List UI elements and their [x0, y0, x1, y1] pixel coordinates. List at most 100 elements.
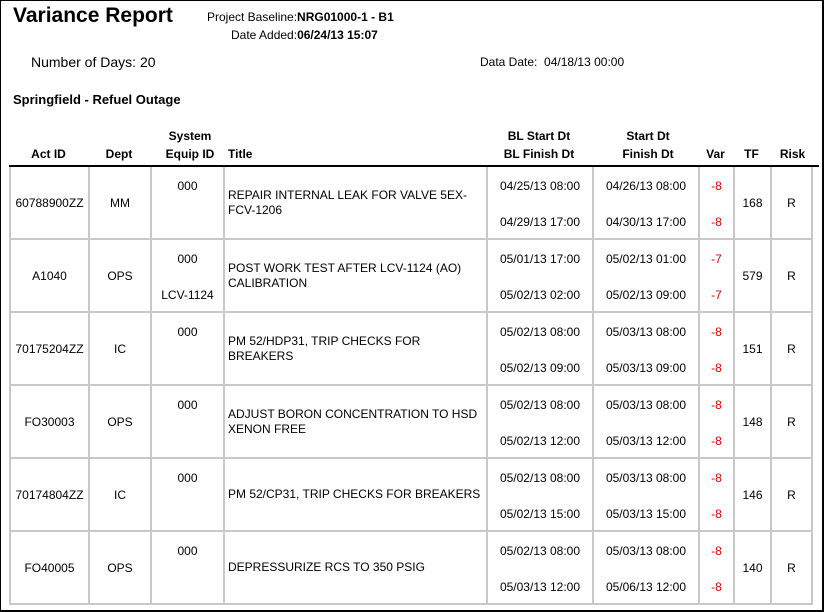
col-system-line1: System — [168, 129, 212, 143]
total-float: 579 — [733, 240, 770, 311]
bl-dates: 05/02/13 08:00 05/02/13 15:00 — [486, 459, 592, 530]
variance: -8 -8 — [698, 532, 733, 603]
start: 05/02/13 01:00 — [605, 252, 687, 266]
table-row: FO40005 OPS 000 DEPRESSURIZE RCS TO 350 … — [9, 532, 813, 605]
equip-id: LCV-1124 — [161, 288, 214, 302]
baseline-label: Project Baseline: — [207, 10, 298, 24]
var-finish: -8 — [711, 434, 722, 448]
bl-dates: 05/02/13 08:00 05/02/13 12:00 — [486, 386, 592, 457]
total-float: 168 — [733, 167, 770, 238]
bl-start: 04/25/13 08:00 — [499, 179, 581, 193]
total-float: 140 — [733, 532, 770, 603]
col-finish: Finish Dt — [622, 147, 674, 161]
date-added-label: Date Added: — [231, 28, 298, 42]
start: 05/03/13 08:00 — [605, 398, 687, 412]
table-row: 70175204ZZ IC 000 PM 52/HDP31, TRIP CHEC… — [9, 313, 813, 386]
activity-title: DEPRESSURIZE RCS TO 350 PSIG — [223, 532, 486, 603]
var-finish: -8 — [711, 580, 722, 594]
var-finish: -8 — [711, 361, 722, 375]
act-id: 60788900ZZ — [9, 167, 88, 238]
bl-finish: 05/02/13 15:00 — [499, 507, 581, 521]
title-text: REPAIR INTERNAL LEAK FOR VALVE 5EX-FCV-1… — [228, 187, 467, 217]
col-bl-finish: BL Finish Dt — [503, 147, 575, 161]
total-float: 146 — [733, 459, 770, 530]
system-equip: 000 — [150, 386, 223, 457]
var-finish: -8 — [711, 215, 722, 229]
col-dept: Dept — [105, 147, 133, 161]
activity-title: ADJUST BORON CONCENTRATION TO HSD XENON … — [223, 386, 486, 457]
bl-dates: 05/02/13 08:00 05/03/13 12:00 — [486, 532, 592, 603]
system-equip: 000 — [150, 167, 223, 238]
col-risk: Risk — [779, 147, 806, 161]
var-start: -8 — [711, 179, 722, 193]
dept: IC — [88, 459, 150, 530]
activity-title: PM 52/CP31, TRIP CHECKS FOR BREAKERS — [223, 459, 486, 530]
col-act-id: Act ID — [31, 147, 66, 161]
system-equip: 000 — [150, 313, 223, 384]
bl-start: 05/01/13 17:00 — [499, 252, 581, 266]
variance: -8 -8 — [698, 386, 733, 457]
start: 05/03/13 08:00 — [605, 544, 687, 558]
col-var: Var — [706, 147, 725, 161]
finish: 05/03/13 12:00 — [605, 434, 687, 448]
start: 04/26/13 08:00 — [605, 179, 687, 193]
col-tf: TF — [744, 147, 759, 161]
bl-finish: 05/02/13 12:00 — [499, 434, 581, 448]
section-title: Springfield - Refuel Outage — [13, 92, 181, 107]
bl-dates: 04/25/13 08:00 04/29/13 17:00 — [486, 167, 592, 238]
bl-finish: 05/02/13 02:00 — [499, 288, 581, 302]
bl-start: 05/02/13 08:00 — [499, 471, 581, 485]
dates: 04/26/13 08:00 04/30/13 17:00 — [592, 167, 698, 238]
title-text: PM 52/HDP31, TRIP CHECKS FOR BREAKERS — [228, 333, 421, 363]
finish: 05/03/13 15:00 — [605, 507, 687, 521]
system-id: 000 — [177, 471, 198, 485]
bl-start: 05/02/13 08:00 — [499, 398, 581, 412]
risk: R — [770, 386, 813, 457]
data-date: Data Date: 04/18/13 00:00 — [480, 55, 624, 69]
table-row: FO30003 OPS 000 ADJUST BORON CONCENTRATI… — [9, 386, 813, 459]
table-row: 60788900ZZ MM 000 REPAIR INTERNAL LEAK F… — [9, 167, 813, 240]
system-id: 000 — [177, 252, 198, 266]
title-text: PM 52/CP31, TRIP CHECKS FOR BREAKERS — [228, 487, 481, 501]
risk: R — [770, 313, 813, 384]
dates: 05/03/13 08:00 05/03/13 15:00 — [592, 459, 698, 530]
bl-finish: 05/02/13 09:00 — [499, 361, 581, 375]
system-equip: 000 LCV-1124 — [150, 240, 223, 311]
dept: OPS — [88, 240, 150, 311]
start: 05/03/13 08:00 — [605, 325, 687, 339]
header-divider — [9, 165, 819, 167]
act-id: FO40005 — [9, 532, 88, 603]
finish: 05/06/13 12:00 — [605, 580, 687, 594]
number-of-days: Number of Days: 20 — [31, 54, 156, 70]
variance: -8 -8 — [698, 459, 733, 530]
system-id: 000 — [177, 325, 198, 339]
risk: R — [770, 532, 813, 603]
col-bl-dates: BL Start Dt BL Finish Dt — [486, 127, 592, 163]
var-start: -8 — [711, 471, 722, 485]
dept: OPS — [88, 532, 150, 603]
data-date-value: 04/18/13 00:00 — [544, 55, 625, 69]
bl-start: 05/02/13 08:00 — [499, 325, 581, 339]
finish: 05/02/13 09:00 — [605, 288, 687, 302]
var-start: -8 — [711, 325, 722, 339]
finish: 04/30/13 17:00 — [605, 215, 687, 229]
var-finish: -8 — [711, 507, 722, 521]
project-baseline: Project Baseline:NRG01000-1 - B1 — [207, 10, 394, 24]
table-row: 70174804ZZ IC 000 PM 52/CP31, TRIP CHECK… — [9, 459, 813, 532]
var-start: -8 — [711, 544, 722, 558]
system-id: 000 — [177, 398, 198, 412]
title-text: ADJUST BORON CONCENTRATION TO HSD XENON … — [228, 406, 478, 436]
date-added: Date Added:06/24/13 15:07 — [231, 28, 378, 42]
activity-title: POST WORK TEST AFTER LCV-1124 (AO) CALIB… — [223, 240, 486, 311]
variance: -8 -8 — [698, 167, 733, 238]
variance: -7 -7 — [698, 240, 733, 311]
table-row: A1040 OPS 000 LCV-1124 POST WORK TEST AF… — [9, 240, 813, 313]
total-float: 151 — [733, 313, 770, 384]
title-text: DEPRESSURIZE RCS TO 350 PSIG — [228, 560, 425, 574]
days-label: Number of Days: — [31, 54, 137, 70]
baseline-value: NRG01000-1 - B1 — [297, 10, 394, 24]
col-title: Title — [228, 147, 253, 161]
bl-finish: 04/29/13 17:00 — [499, 215, 581, 229]
bl-dates: 05/02/13 08:00 05/02/13 09:00 — [486, 313, 592, 384]
